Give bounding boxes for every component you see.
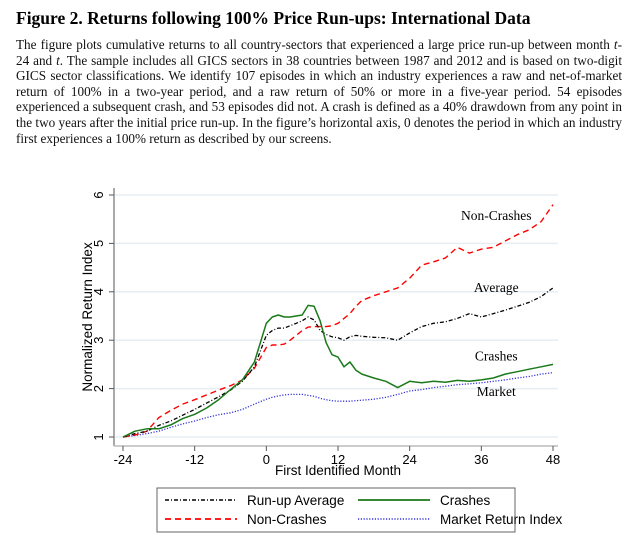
- annotation-label: Non-Crashes: [461, 208, 532, 223]
- series-line-crash: [122, 304, 554, 438]
- legend-label: Crashes: [440, 493, 491, 508]
- caption-segment: . The sample includes all GICS sectors i…: [16, 52, 622, 146]
- caption-segment: The figure plots cumulative returns to a…: [16, 37, 614, 52]
- y-tick-label: 5: [91, 240, 106, 247]
- y-tick-label: 6: [91, 191, 106, 198]
- figure-caption: The figure plots cumulative returns to a…: [16, 37, 622, 146]
- series-line-noncrash: [122, 204, 554, 438]
- y-axis-title: Normalized Return Index: [80, 242, 95, 392]
- gridlines: [115, 194, 558, 438]
- caption-segment: t: [56, 52, 60, 68]
- y-tick-label: 4: [91, 288, 106, 295]
- legend-box: [156, 487, 516, 533]
- x-tick-label: 36: [474, 452, 488, 467]
- legend: Run-up Average Crashes Non-Crashes Market R…: [156, 487, 563, 533]
- y-axis-ticks: 1 2 3 4 5 6: [91, 191, 114, 441]
- figure-title: Figure 2. Returns following 100% Price R…: [16, 8, 531, 28]
- x-axis-ticks: -24 -12 0 12 24 36 48: [114, 446, 560, 467]
- series-lines: [122, 204, 554, 438]
- annotation-label: Market: [477, 384, 516, 399]
- annotation-label: Average: [474, 280, 519, 295]
- line-annotations: Non-Crashes Average Crashes Market: [461, 208, 532, 399]
- y-tick-label: 3: [91, 337, 106, 344]
- caption-segment: t: [613, 37, 618, 52]
- x-tick-label: 48: [546, 452, 560, 467]
- legend-label: Market Return Index: [440, 512, 563, 527]
- x-tick-label: 12: [331, 452, 345, 467]
- x-axis-title: First Identified Month: [275, 463, 401, 478]
- y-tick-label: 1: [91, 433, 106, 440]
- x-tick-label: 24: [402, 452, 416, 467]
- y-tick-label: 2: [91, 385, 106, 392]
- series-line-market: [122, 371, 554, 438]
- annotation-label: Crashes: [475, 349, 518, 364]
- x-tick-label: 0: [263, 452, 270, 467]
- legend-label: Non-Crashes: [247, 512, 327, 527]
- legend-label: Run-up Average: [247, 493, 344, 508]
- caption-segment: -24 and: [16, 37, 622, 68]
- x-tick-label: -24: [114, 452, 133, 467]
- x-tick-label: -12: [185, 452, 204, 467]
